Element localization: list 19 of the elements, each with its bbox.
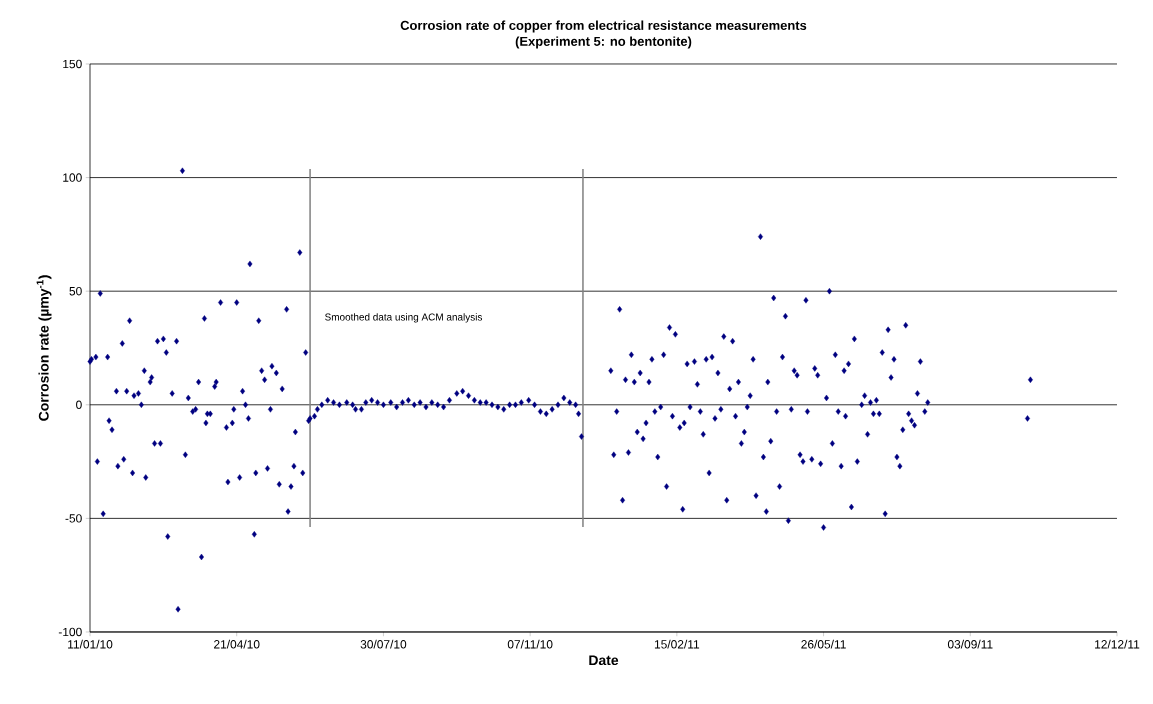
y-axis-title: Corrosion rate (µmy$^{-1}$) bbox=[36, 275, 52, 421]
x-tick-label: 26/05/11 bbox=[801, 639, 846, 649]
x-tick-label: 15/02/11 bbox=[654, 639, 700, 649]
x-tick-label: 12/12/11 bbox=[1095, 639, 1140, 649]
y-tick-label: -50 bbox=[65, 514, 82, 523]
x-tick-label: 11/01/10 bbox=[68, 639, 113, 649]
y-tick-label: 150 bbox=[63, 59, 82, 69]
y-tick-label: -100 bbox=[58, 627, 82, 637]
x-tick-label: 21/04/10 bbox=[214, 639, 260, 649]
annotation: Smoothed data using ACM analysis bbox=[325, 313, 483, 323]
x-tick-label: 30/07/10 bbox=[360, 639, 407, 649]
chart-subtitle: (Experiment 5: no bentonite) bbox=[515, 36, 692, 49]
y-tick-label: 0 bbox=[76, 400, 82, 410]
y-tick-label: 50 bbox=[69, 286, 82, 296]
chart-title: Corrosion rate of copper from electrical resistance measurements bbox=[400, 20, 807, 33]
y-tick-label: 100 bbox=[63, 173, 82, 182]
x-tick-label: 03/09/11 bbox=[947, 639, 993, 649]
x-tick-label: 07/11/10 bbox=[507, 639, 553, 649]
x-axis-title: Date bbox=[589, 655, 619, 666]
